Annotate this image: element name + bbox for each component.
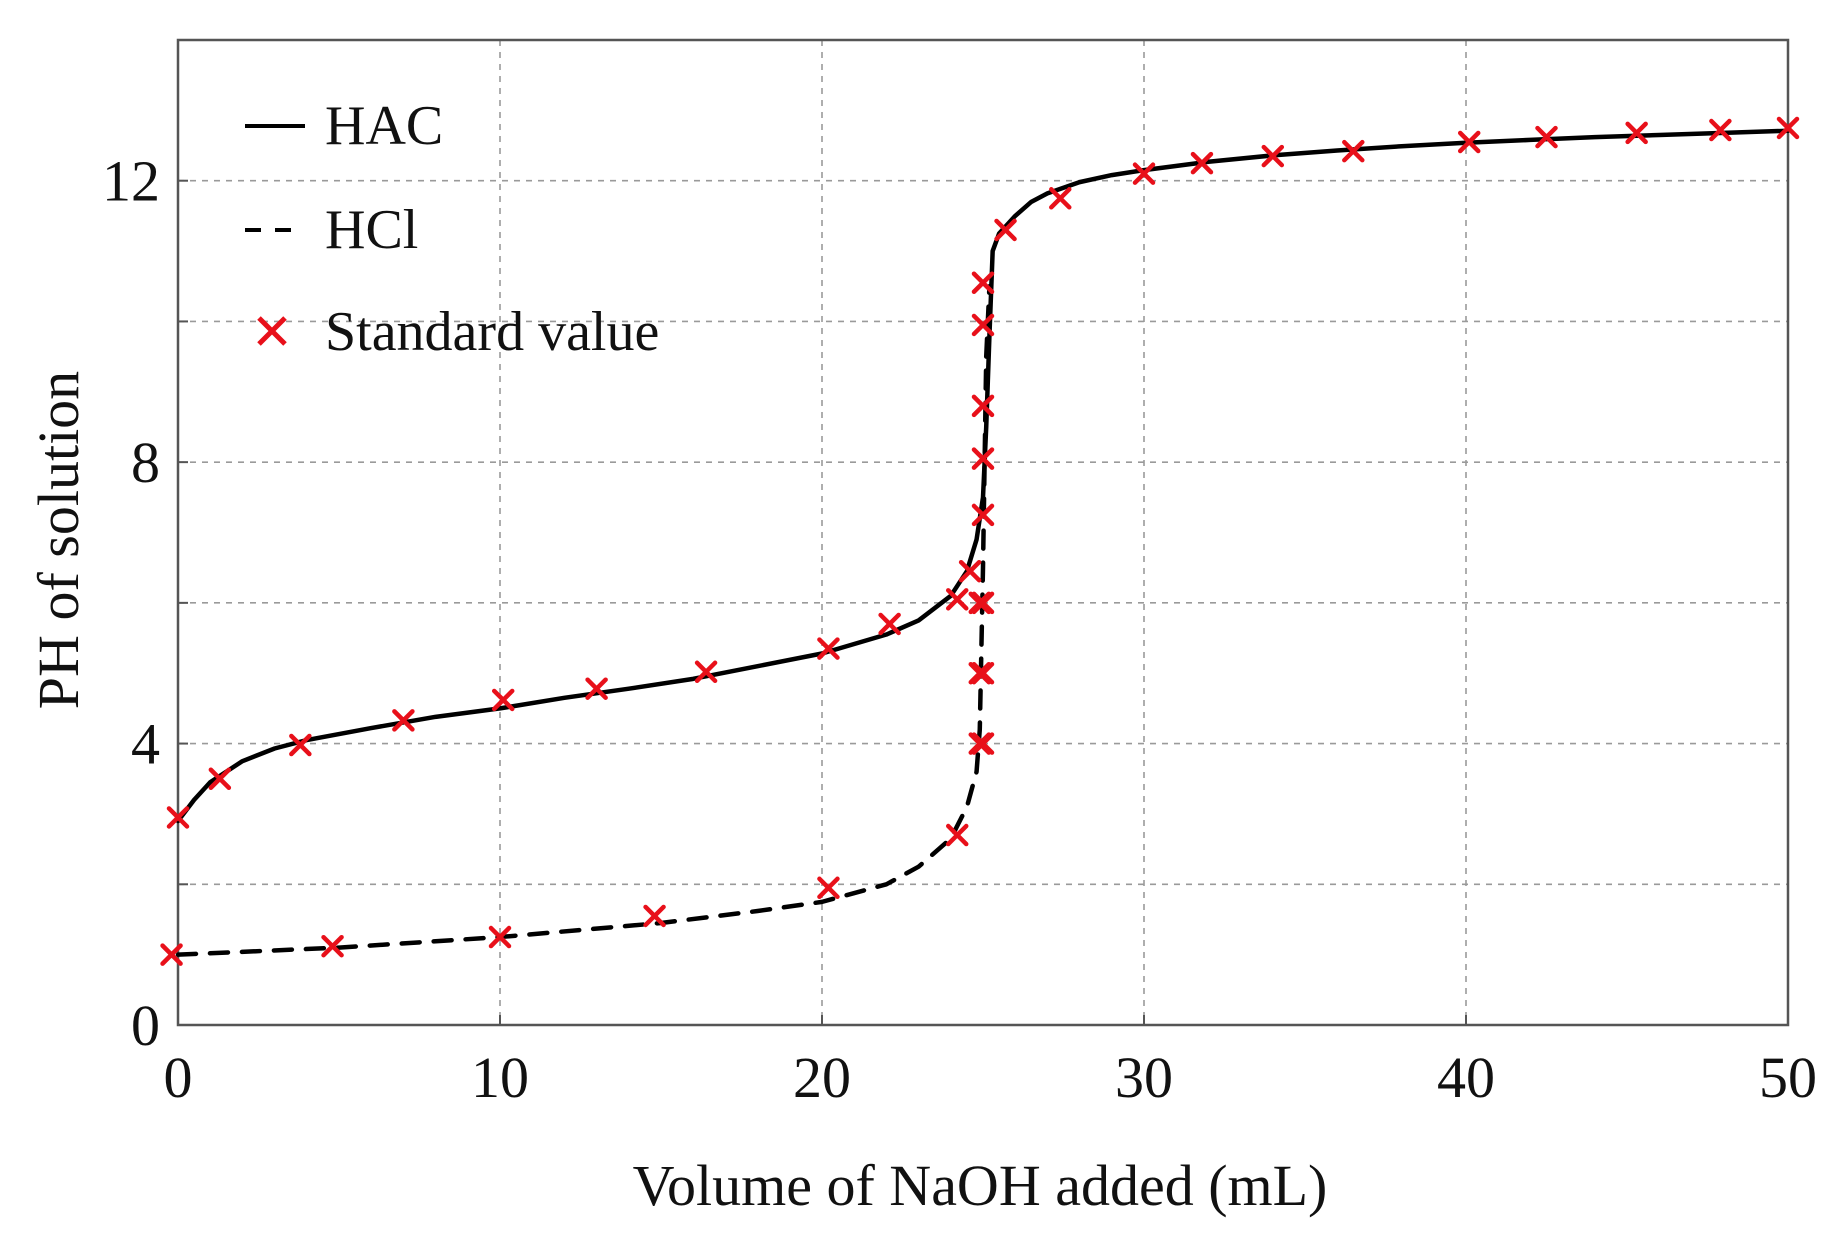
data-point-standard-value: [945, 588, 969, 611]
x-tick-label: 50: [1759, 1045, 1817, 1110]
data-point-standard-value: [392, 709, 415, 732]
data-point-standard-value: [1625, 121, 1648, 145]
x-tick-label: 20: [793, 1045, 851, 1110]
data-point-standard-value: [1261, 144, 1285, 168]
marker-layer: [160, 116, 1800, 966]
data-point-standard-value: [643, 904, 666, 928]
x-axis-title: Volume of NaOH added (mL): [633, 1153, 1328, 1218]
series-line-hcl: [175, 284, 992, 957]
data-point-standard-value: [817, 876, 840, 900]
x-tick-label: 40: [1437, 1045, 1495, 1110]
data-point-standard-value: [1132, 162, 1156, 185]
axes-box: [176, 38, 1790, 1027]
data-point-standard-value: [971, 313, 995, 337]
data-point-standard-value: [166, 806, 190, 829]
data-point-standard-value: [491, 688, 515, 712]
data-point-standard-value: [160, 943, 183, 966]
data-point-standard-value: [971, 591, 995, 615]
data-point-standard-value: [488, 925, 512, 949]
data-point-standard-value: [971, 271, 995, 294]
x-tick-label: 10: [471, 1045, 529, 1110]
data-point-standard-value: [945, 823, 969, 847]
data-point-standard-value: [1049, 187, 1072, 210]
data-point-standard-value: [289, 733, 312, 757]
data-point-standard-value: [971, 732, 995, 755]
legend-swatch-standard: [257, 316, 287, 346]
tick-labels: 0 10 20 30 40 50 0 4 8 12: [102, 149, 1817, 1110]
x-tick-label: 30: [1115, 1045, 1173, 1110]
legend-label-hac: HAC: [325, 95, 443, 157]
data-point-standard-value: [817, 637, 840, 660]
data-point-standard-value: [1776, 116, 1800, 140]
plot-frame: [176, 38, 1790, 1027]
y-tick-label: 4: [131, 712, 160, 777]
y-tick-label: 12: [102, 149, 160, 214]
data-point-standard-value: [968, 661, 992, 685]
legend-label-standard: Standard value: [325, 301, 659, 363]
data-point-standard-value: [1457, 130, 1481, 154]
data-point-standard-value: [994, 218, 1017, 242]
data-point-standard-value: [971, 394, 995, 418]
data-point-standard-value: [878, 612, 901, 636]
legend-label-hcl: HCl: [325, 199, 418, 261]
x-tick-label: 0: [164, 1045, 193, 1110]
data-point-standard-value: [971, 661, 995, 685]
data-point-standard-value: [694, 660, 718, 684]
data-point-standard-value: [1709, 118, 1732, 142]
data-point-standard-value: [208, 767, 232, 790]
data-point-standard-value: [968, 591, 992, 615]
y-tick-label: 0: [131, 993, 160, 1058]
data-point-standard-value: [585, 677, 608, 700]
y-axis-title: PH of solution: [26, 371, 91, 709]
y-tick-label: 8: [131, 430, 160, 495]
data-point-standard-value: [321, 934, 344, 958]
data-point-standard-value: [1342, 139, 1365, 163]
data-point-standard-value: [1535, 125, 1558, 149]
data-point-standard-value: [1190, 151, 1214, 175]
data-point-standard-value: [968, 732, 992, 755]
data-point-standard-value: [958, 559, 982, 583]
legend: HAC HCl Standard value: [245, 95, 659, 363]
data-point-standard-value: [971, 447, 995, 470]
data-point-standard-value: [971, 503, 995, 527]
